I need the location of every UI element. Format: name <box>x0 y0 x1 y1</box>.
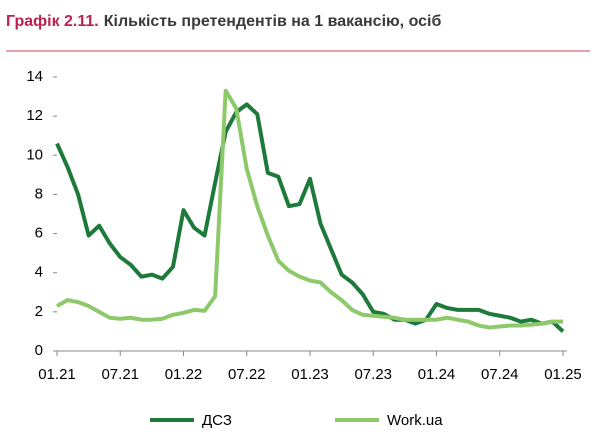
y-tick-label: 4 <box>35 264 43 281</box>
y-tick-label: 0 <box>35 342 43 359</box>
chart-title: Графік 2.11. Кількість претендентів на 1 … <box>6 13 441 30</box>
x-tick-label: 07.23 <box>354 366 392 383</box>
chart-title-text: Кількість претендентів на 1 вакансію, ос… <box>104 13 442 30</box>
x-tick-label: 01.23 <box>291 366 329 383</box>
y-tick-label: 6 <box>35 225 43 242</box>
y-tick-label: 8 <box>35 185 43 202</box>
x-tick-label: 01.25 <box>544 366 582 383</box>
y-tick-label: 2 <box>35 303 43 320</box>
chart-label: Графік 2.11. <box>6 13 99 30</box>
y-tick-label: 10 <box>26 146 43 163</box>
x-tick-label: 07.22 <box>228 366 266 383</box>
x-tick-label: 07.24 <box>481 366 519 383</box>
x-tick-label: 07.21 <box>101 366 139 383</box>
series-line <box>56 88 563 330</box>
legend-label: ДСЗ <box>202 412 232 429</box>
x-tick-label: 01.21 <box>38 366 76 383</box>
y-tick-label: 12 <box>26 107 43 124</box>
legend-label: Work.ua <box>387 412 443 429</box>
series-line <box>55 102 565 333</box>
y-tick-label: 14 <box>26 68 43 85</box>
x-tick-label: 01.22 <box>165 366 203 383</box>
x-tick-label: 01.24 <box>418 366 456 383</box>
